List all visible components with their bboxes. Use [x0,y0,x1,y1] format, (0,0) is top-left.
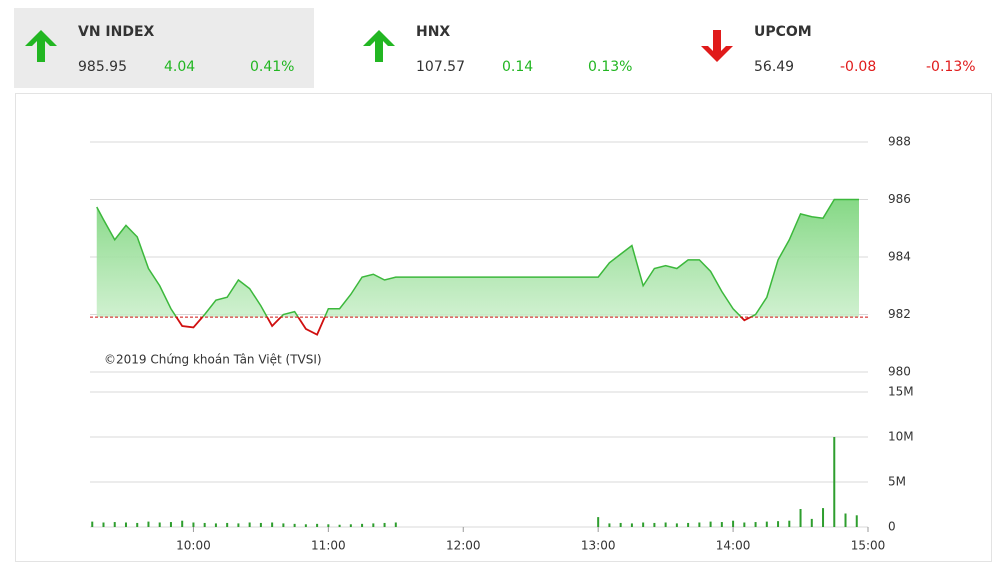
volume-bar [237,523,240,527]
volume-bar [788,520,791,527]
volume-bar [698,522,701,527]
index-change: 4.04 [164,59,196,75]
index-percent: 0.41% [250,59,295,75]
volume-bar [844,513,847,527]
volume-bar [316,523,319,527]
volume-bar [124,522,127,527]
price-line [96,198,860,318]
index-change: -0.08 [840,59,877,75]
volume-bar [597,517,600,527]
index-value: 985.95 [78,59,127,75]
volume-bar [810,518,813,527]
index-name: UPCOM [754,24,812,40]
x-tick-label: 13:00 [581,539,616,553]
volume-bar [203,522,206,527]
x-tick-label: 11:00 [311,539,346,553]
volume-bar [754,522,757,527]
index-card: UPCOM 56.49 -0.08 -0.13% [690,8,990,88]
index-percent: -0.13% [926,59,976,75]
x-tick-label: 12:00 [446,539,481,553]
volume-bar [259,522,262,527]
y-tick-label: 988 [888,135,911,149]
volume-bar [822,508,825,527]
price-line-below [175,317,753,336]
volume-bar [394,522,397,527]
index-card: VN INDEX 985.95 4.04 0.41% [14,8,314,88]
volume-bar [664,522,667,527]
chart-frame [15,93,992,562]
y-tick-label: 980 [888,365,911,379]
y-tick-label: 10M [888,430,914,444]
volume-bar [732,520,735,527]
volume-bar [720,522,723,527]
volume-bar [608,523,611,527]
x-tick-label: 15:00 [851,539,886,553]
volume-bar [158,522,161,527]
volume-bar [113,522,116,527]
index-value: 56.49 [754,59,795,75]
volume-bar [226,522,229,527]
direction-arrow [25,30,57,62]
volume-bar [349,524,352,527]
index-value: 107.57 [416,59,465,75]
index-name: VN INDEX [78,24,155,40]
y-tick-label: 982 [888,307,911,321]
price-area [96,199,860,318]
volume-bar [147,521,150,527]
index-card: HNX 107.57 0.14 0.13% [352,8,652,88]
volume-bar [136,522,139,527]
volume-bar [383,522,386,527]
volume-bar [169,522,172,527]
volume-bar [102,522,105,527]
volume-bar [855,515,858,527]
index-strip: VN INDEX 985.95 4.04 0.41% HNX 107.57 0.14 0.13… [0,0,1004,90]
volume-bar [304,524,307,527]
y-tick-label: 984 [888,250,911,264]
index-name: HNX [416,24,451,40]
direction-arrow [363,30,395,62]
volume-bar [282,523,285,527]
volume-bar [777,521,780,527]
volume-bar [248,522,251,527]
volume-bar [271,522,274,527]
volume-bar [743,522,746,527]
y-tick-label: 15M [888,385,914,399]
volume-bar [642,522,645,527]
volume-bar [372,523,375,527]
volume-bar [91,521,94,527]
volume-bar [619,522,622,527]
volume-bar [799,509,802,527]
volume-bar [181,520,184,527]
volume-bar [765,521,768,527]
direction-arrow [701,30,733,62]
watermark: ©2019 Chứng khoán Tân Việt (TVSI) [104,353,322,367]
volume-bar [361,523,364,527]
y-tick-label: 0 [888,520,896,534]
x-tick-label: 10:00 [176,539,211,553]
arrow-shape [363,30,395,62]
arrow-shape [701,30,733,62]
volume-bar [192,522,195,527]
y-tick-label: 986 [888,192,911,206]
y-tick-label: 5M [888,475,906,489]
volume-bar [675,523,678,527]
volume-bar [630,523,633,527]
arrow-shape [25,30,57,62]
volume-bar [709,521,712,527]
index-percent: 0.13% [588,59,633,75]
volume-bar [653,522,656,527]
index-change: 0.14 [502,59,534,75]
volume-bar [327,524,330,527]
volume-bar [338,524,341,527]
x-tick-label: 14:00 [716,539,751,553]
volume-bar [293,523,296,527]
volume-bar [687,522,690,527]
volume-bar [214,523,217,527]
volume-bar [833,437,836,527]
